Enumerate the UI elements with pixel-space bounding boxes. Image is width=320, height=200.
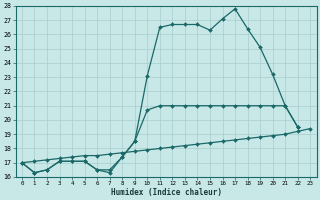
X-axis label: Humidex (Indice chaleur): Humidex (Indice chaleur) [111,188,221,197]
